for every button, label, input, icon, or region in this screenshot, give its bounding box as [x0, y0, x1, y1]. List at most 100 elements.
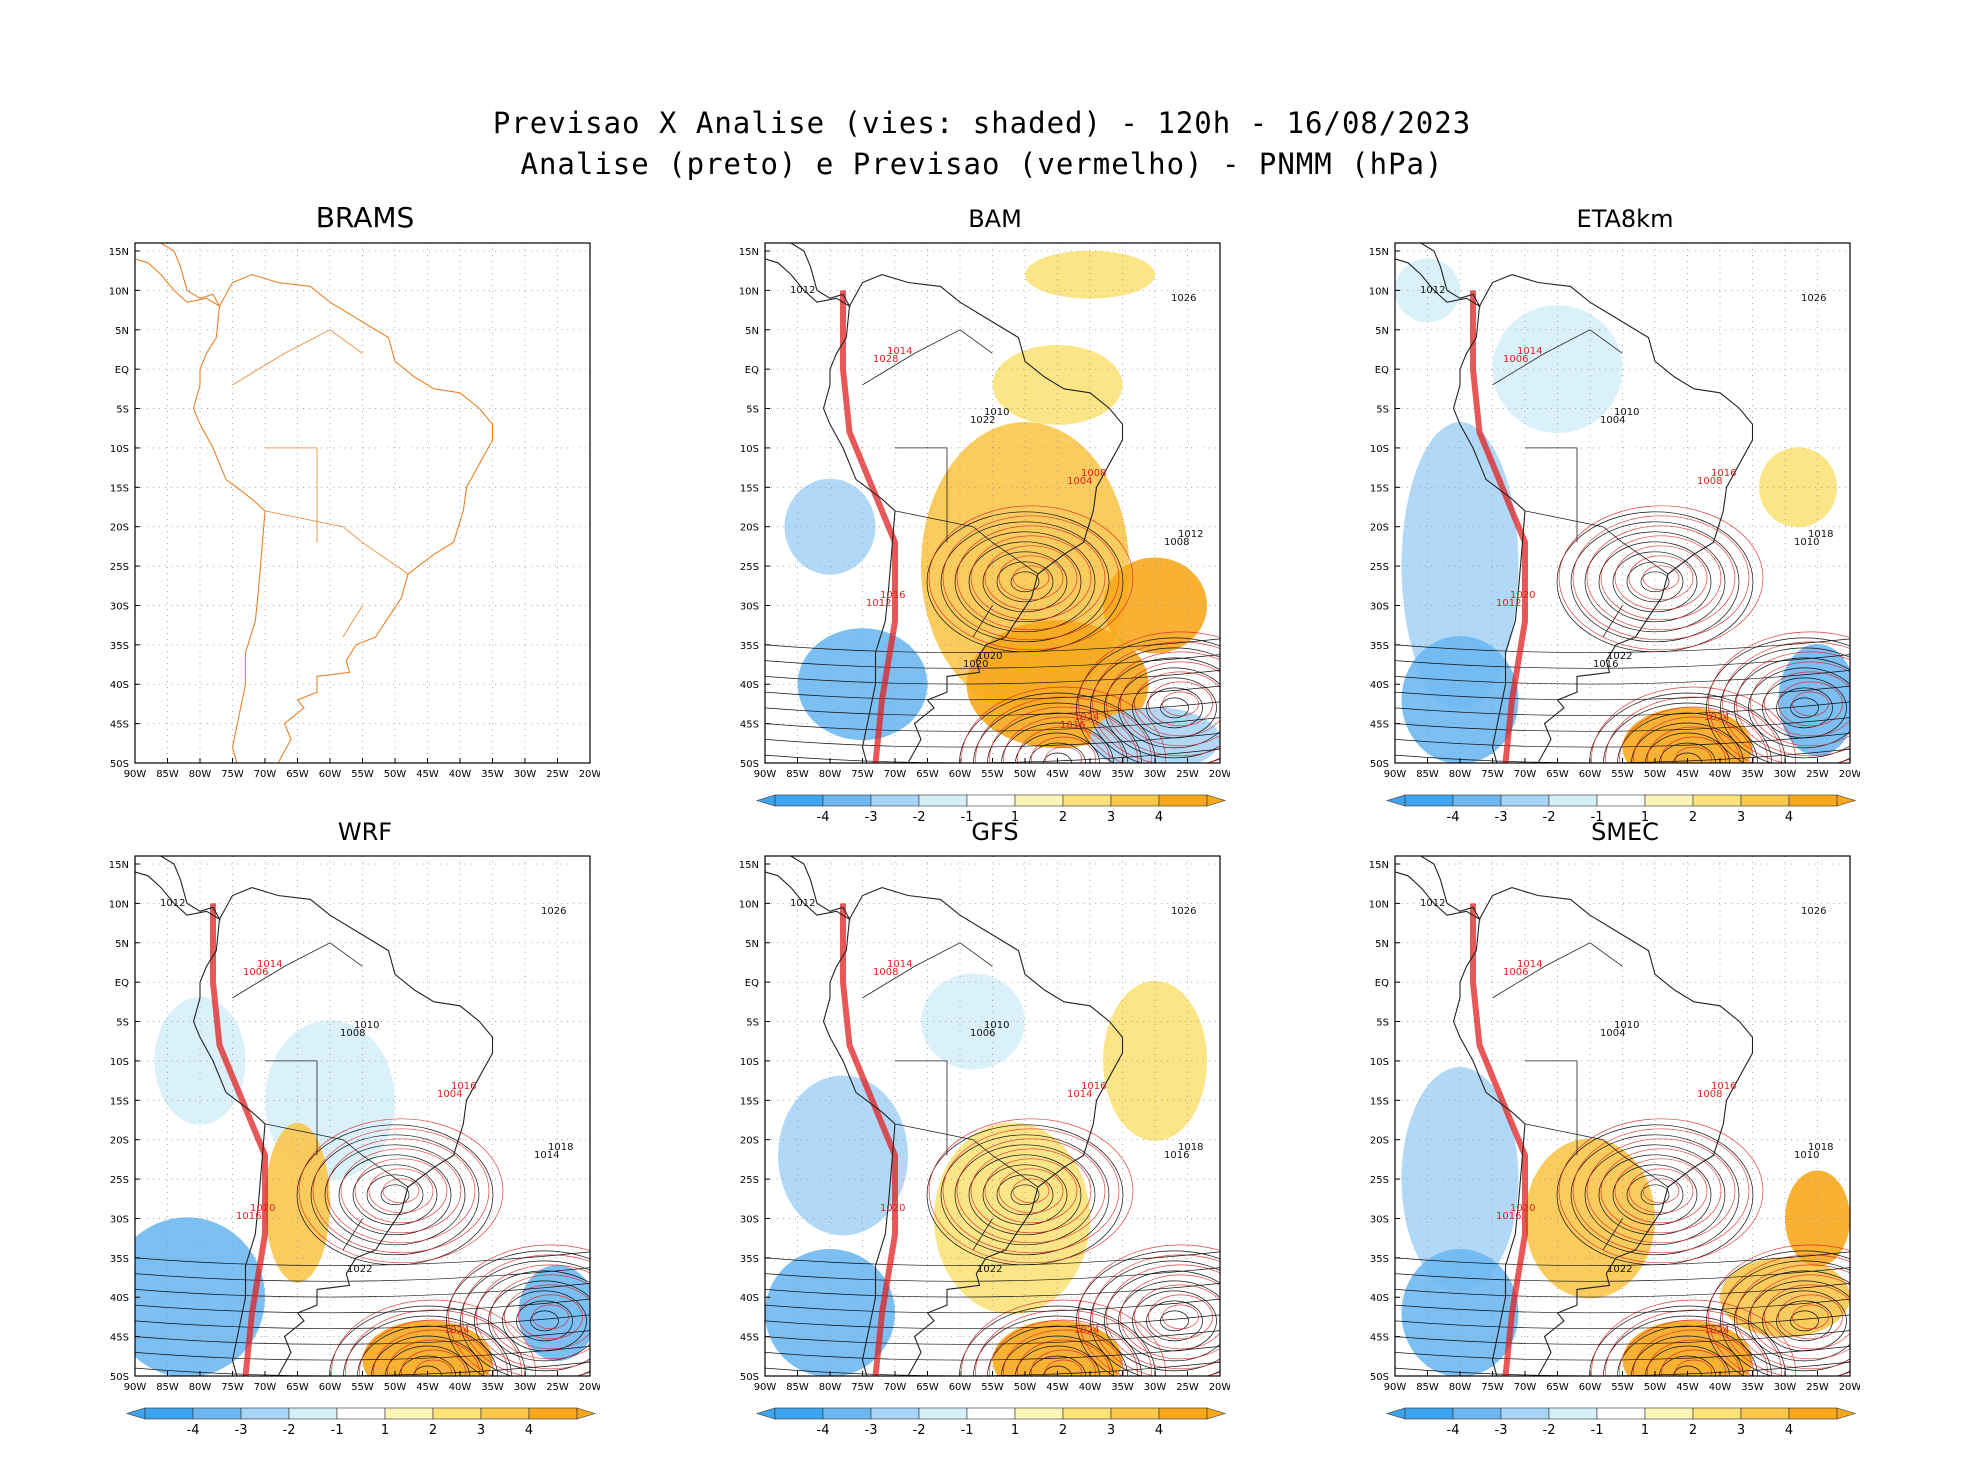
colorbar-label: 4 — [1155, 1423, 1163, 1438]
map-bam: 1012101410101008101210161020102410261028… — [739, 242, 1230, 825]
map-wrf: 1012 1014 1010 1016 1018 1020 1022 1024 1026 1006… — [109, 855, 600, 1438]
lon-tick-label: 25W — [1176, 1382, 1199, 1393]
colorbar-segment — [432, 1407, 482, 1420]
lat-tick-label: EQ — [115, 365, 129, 376]
colorbar-label: -1 — [331, 1423, 344, 1438]
colorbar-label: -4 — [1447, 1423, 1460, 1438]
colorbar-segment — [774, 1407, 824, 1420]
lat-tick-label: 25S — [110, 1175, 129, 1186]
contour-label: 1022 — [347, 1264, 372, 1275]
lon-tick-label: 80W — [189, 769, 212, 780]
contour-label: 1026 — [1801, 906, 1826, 917]
lat-tick-label: 50S — [740, 1372, 759, 1383]
panel-smec: SMEC 1012 1014 1010 1016 1018 1020 1022 1024 102… — [1260, 818, 1860, 1458]
contour-label: 1010 — [1794, 537, 1819, 548]
colorbar-segment — [1452, 794, 1502, 807]
contour-label: 1012 — [1420, 898, 1445, 909]
lat-tick-label: 45S — [110, 720, 129, 731]
lat-tick-label: 10S — [1370, 444, 1389, 455]
lat-tick-label: 20S — [1370, 1136, 1389, 1147]
lat-tick-label: 45S — [110, 1333, 129, 1344]
lat-tick-label: 50S — [110, 759, 129, 770]
panel-gfs: GFS 1012 1014 1010 1016 1018 1020 1022 1024 1026… — [630, 818, 1230, 1458]
lon-tick-label: 45W — [1046, 1382, 1069, 1393]
lon-tick-label: 80W — [819, 769, 842, 780]
lon-tick-label: 65W — [916, 769, 939, 780]
contour-label: 1026 — [1171, 293, 1196, 304]
lon-tick-label: 30W — [1774, 769, 1797, 780]
lat-tick-label: 5N — [745, 939, 759, 950]
contour-label: 1028 — [873, 354, 898, 365]
lon-tick-label: 70W — [1514, 1382, 1537, 1393]
colorbar-label: -2 — [913, 1423, 926, 1438]
lon-tick-label: 55W — [981, 1382, 1004, 1393]
lon-tick-label: 70W — [254, 1382, 277, 1393]
lon-tick-label: 85W — [786, 1382, 809, 1393]
colorbar-segment — [240, 1407, 290, 1420]
lon-tick-label: 80W — [1449, 769, 1472, 780]
lon-tick-label: 35W — [481, 769, 504, 780]
colorbar-segment — [528, 1407, 578, 1420]
contour-label: 1006 — [970, 1028, 995, 1039]
contour-label: 1010 — [984, 407, 1009, 418]
contour-label: 1008 — [1164, 537, 1189, 548]
colorbar-label: 2 — [1689, 1423, 1697, 1438]
map-eta8km: 1012 1014 1010 1016 1018 1020 1022 1024 1026 1006… — [1369, 242, 1860, 825]
lon-tick-label: 75W — [851, 769, 874, 780]
colorbar-label: 1 — [381, 1423, 389, 1438]
lon-tick-label: 90W — [124, 1382, 147, 1393]
lon-tick-label: 35W — [481, 1382, 504, 1393]
lon-tick-label: 35W — [1741, 769, 1764, 780]
colorbar-label: 3 — [477, 1423, 485, 1438]
lon-tick-label: 50W — [1644, 769, 1667, 780]
colorbar-segment — [966, 794, 1016, 807]
contour-label: 1004 — [1600, 1028, 1625, 1039]
lon-tick-label: 65W — [286, 769, 309, 780]
lat-tick-label: 5S — [746, 405, 759, 416]
map-smec: 1012 1014 1010 1016 1018 1020 1022 1024 1026 1006… — [1369, 855, 1860, 1438]
main-title-line1: Previsao X Analise (vies: shaded) - 120h… — [492, 106, 1472, 140]
lat-tick-label: 25S — [740, 1175, 759, 1186]
lon-tick-label: 50W — [384, 1382, 407, 1393]
lat-tick-label: 15N — [109, 247, 129, 258]
lat-tick-label: EQ — [1375, 978, 1389, 989]
lon-tick-label: 35W — [1741, 1382, 1764, 1393]
colorbar-segment — [966, 1407, 1016, 1420]
lon-tick-label: 75W — [1481, 769, 1504, 780]
lat-tick-label: 50S — [110, 1372, 129, 1383]
lon-tick-label: 65W — [1546, 1382, 1569, 1393]
lon-tick-label: 75W — [1481, 1382, 1504, 1393]
colorbar: -4 -3 -2 -1 1 2 3 4 — [125, 1407, 597, 1438]
colorbar-label: 2 — [1059, 810, 1067, 825]
lon-tick-label: 25W — [1806, 769, 1829, 780]
lat-tick-label: 40S — [740, 1293, 759, 1304]
lat-tick-label: 5N — [1375, 326, 1389, 337]
lat-tick-label: 35S — [1370, 1254, 1389, 1265]
lat-tick-label: 15N — [739, 247, 759, 258]
lat-tick-label: EQ — [1375, 365, 1389, 376]
contour-label: 1010 — [354, 1020, 379, 1031]
lat-tick-label: 15N — [1369, 247, 1389, 258]
contour-label: 1014 — [887, 346, 912, 357]
lat-tick-label: 15S — [1370, 483, 1389, 494]
lat-tick-label: 30S — [740, 601, 759, 612]
lon-tick-label: 35W — [1111, 769, 1134, 780]
colorbar: -4 -3 -2 -1 1 2 3 4 — [1385, 794, 1857, 825]
lat-tick-label: 30S — [740, 1214, 759, 1225]
lon-tick-label: 30W — [514, 1382, 537, 1393]
contour-label: 1016 — [451, 1081, 476, 1092]
contour-label: 1018 — [1178, 1142, 1203, 1153]
lat-tick-label: 10N — [739, 286, 759, 297]
colorbar-segment — [822, 1407, 872, 1420]
colorbar-segment — [1500, 1407, 1550, 1420]
contour-label: 1016 — [1496, 1211, 1521, 1222]
lat-tick-label: 5S — [746, 1018, 759, 1029]
contour-label: 1026 — [1801, 293, 1826, 304]
colorbar-label: -4 — [817, 810, 830, 825]
lon-tick-label: 70W — [884, 769, 907, 780]
lon-tick-label: 60W — [319, 1382, 342, 1393]
lon-tick-label: 70W — [1514, 769, 1537, 780]
lon-tick-label: 40W — [1709, 769, 1732, 780]
lon-tick-label: 85W — [1416, 769, 1439, 780]
lon-tick-label: 55W — [1611, 1382, 1634, 1393]
